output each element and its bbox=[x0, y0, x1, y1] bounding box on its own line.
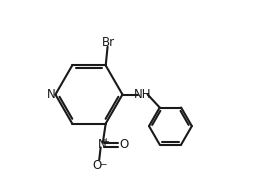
Text: N: N bbox=[98, 139, 106, 151]
Text: N: N bbox=[47, 88, 56, 101]
Text: NH: NH bbox=[134, 88, 152, 101]
Text: Br: Br bbox=[102, 36, 115, 49]
Text: O: O bbox=[93, 159, 102, 172]
Text: O: O bbox=[119, 139, 128, 151]
Text: +: + bbox=[103, 137, 109, 146]
Text: −: − bbox=[99, 160, 106, 169]
